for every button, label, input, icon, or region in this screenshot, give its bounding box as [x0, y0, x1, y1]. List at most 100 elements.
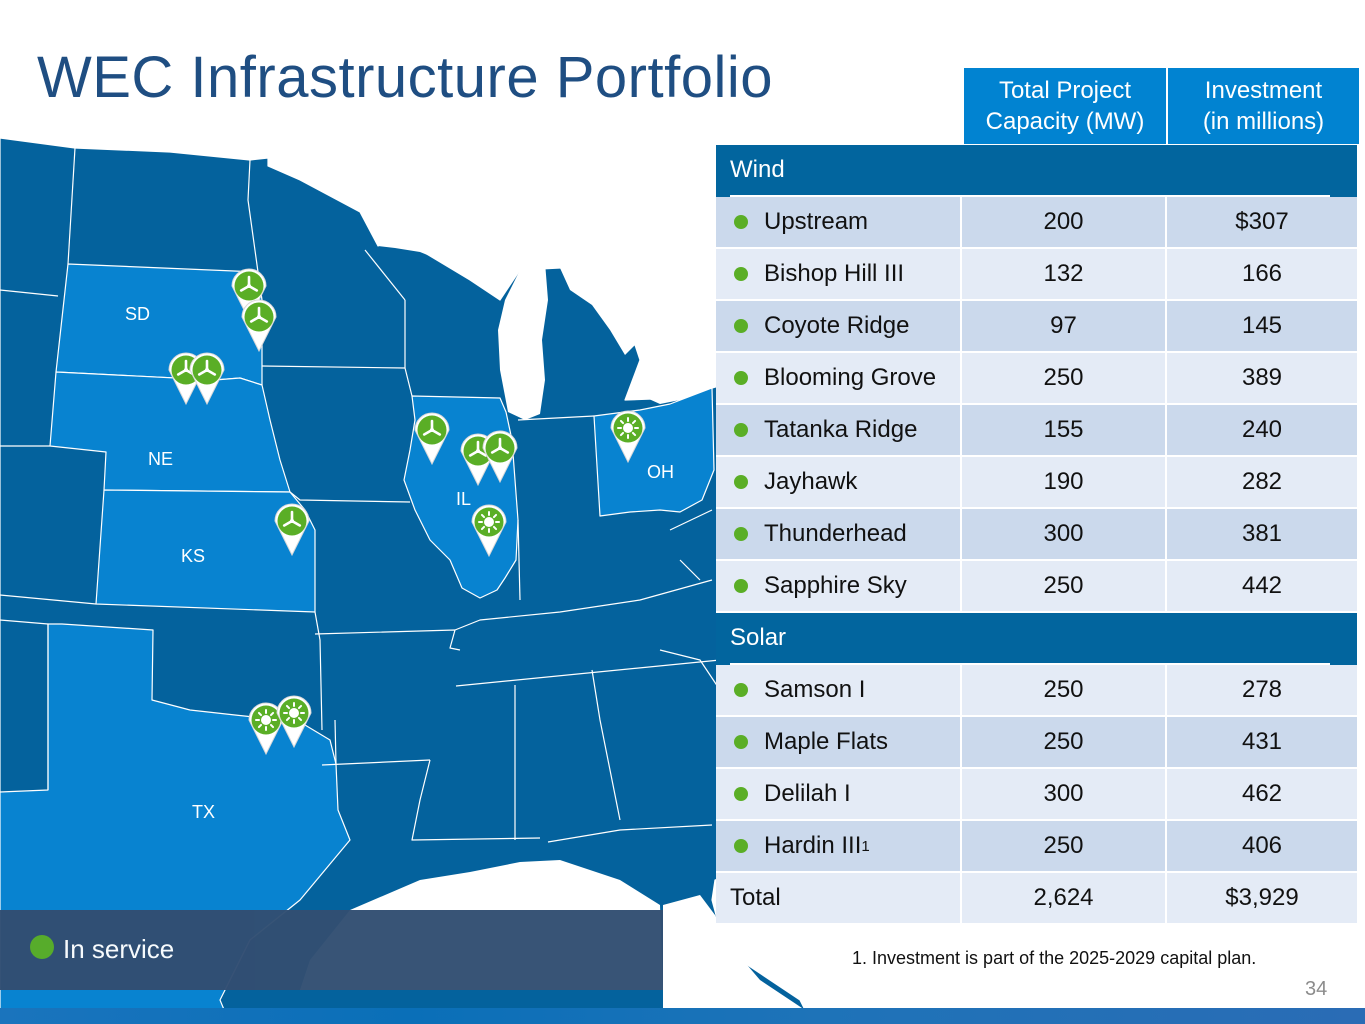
table-total-row: Total 2,624 $3,929: [716, 873, 1357, 925]
investment-cell-text: 278: [1241, 676, 1283, 703]
project-name-cell: Delilah I: [716, 769, 962, 821]
capacity-cell-text: 250: [1043, 676, 1084, 703]
project-name: Hardin III: [764, 832, 862, 859]
investment-cell-text: 442: [1241, 572, 1283, 599]
legend-in-service: In service: [63, 934, 175, 964]
project-name: Blooming Grove: [764, 364, 937, 391]
capacity-cell-text: 250: [1043, 832, 1084, 859]
footnote: 1. Investment is part of the 2025-2029 c…: [852, 948, 1257, 968]
investment-cell-text: 462: [1241, 780, 1283, 807]
investment-cell: 381: [1167, 509, 1357, 561]
project-name-cell: Hardin III 1: [716, 821, 962, 873]
state-label-tx: TX: [192, 802, 216, 822]
investment-cell-text: 431: [1241, 728, 1283, 755]
in-service-dot-icon: [734, 683, 748, 697]
lake-huron: [560, 268, 640, 355]
footnote-marker: 1: [861, 837, 870, 855]
in-service-dot-icon: [734, 735, 748, 749]
table-row: Blooming Grove 250 389: [716, 353, 1357, 405]
in-service-dot-icon: [30, 935, 54, 959]
in-service-dot-icon: [734, 475, 748, 489]
capacity-cell-text: 250: [1043, 364, 1084, 391]
state-ne: [49, 371, 291, 493]
in-service-dot-icon: [734, 371, 748, 385]
project-name: Jayhawk: [764, 468, 858, 495]
project-name-cell: Samson I: [716, 665, 962, 717]
solar-sun-pin-icon: [471, 504, 507, 558]
column-header-investment-line1: Investment: [1204, 77, 1323, 104]
in-service-dot-icon: [734, 839, 748, 853]
project-name: Delilah I: [764, 780, 851, 807]
investment-cell-text: 282: [1241, 468, 1283, 495]
project-name-cell: Bishop Hill III: [716, 249, 962, 301]
solar-sun-pin-icon: [248, 702, 284, 756]
table-row: Bishop Hill III 132 166: [716, 249, 1357, 301]
capacity-cell: 155: [962, 405, 1167, 457]
in-service-dot-icon: [734, 215, 748, 229]
capacity-cell: 200: [962, 197, 1167, 249]
project-name-cell: Tatanka Ridge: [716, 405, 962, 457]
capacity-cell: 300: [962, 769, 1167, 821]
investment-cell: $307: [1167, 197, 1357, 249]
state-label-il: IL: [456, 489, 472, 509]
capacity-cell: 250: [962, 717, 1167, 769]
capacity-cell: 190: [962, 457, 1167, 509]
capacity-cell-text: 132: [1043, 260, 1084, 287]
investment-cell-text: 166: [1241, 260, 1283, 287]
project-name-cell: Blooming Grove: [716, 353, 962, 405]
project-name: Tatanka Ridge: [764, 416, 918, 443]
project-name-cell: Thunderhead: [716, 509, 962, 561]
column-header-capacity-line1: Total Project: [998, 77, 1132, 104]
table-row: Delilah I 300 462: [716, 769, 1357, 821]
table-row: Coyote Ridge 97 145: [716, 301, 1357, 353]
project-name-cell: Maple Flats: [716, 717, 962, 769]
wind-turbine-pin-icon: [414, 412, 450, 466]
table-row: Maple Flats 250 431: [716, 717, 1357, 769]
investment-cell-text: $307: [1235, 208, 1289, 235]
capacity-cell-text: 155: [1043, 416, 1084, 443]
in-service-dot-icon: [734, 579, 748, 593]
project-name-cell: Jayhawk: [716, 457, 962, 509]
table-row: Samson I 250 278: [716, 665, 1357, 717]
capacity-cell-text: 190: [1043, 468, 1084, 495]
project-name-cell: Upstream: [716, 197, 962, 249]
table-row: Hardin III 1 250 406: [716, 821, 1357, 873]
table-row: Upstream 200 $307: [716, 197, 1357, 249]
section-header-wind: Wind: [716, 145, 1357, 197]
investment-cell-text: 389: [1241, 364, 1283, 391]
section-header-wind-label: Wind: [730, 145, 1330, 197]
capacity-cell: 250: [962, 561, 1167, 613]
investment-cell: 278: [1167, 665, 1357, 717]
investment-cell: 462: [1167, 769, 1357, 821]
investment-cell: 406: [1167, 821, 1357, 873]
in-service-dot-icon: [734, 267, 748, 281]
lake-michigan: [498, 262, 548, 420]
investment-cell: 431: [1167, 717, 1357, 769]
table-row: Thunderhead 300 381: [716, 509, 1357, 561]
investment-cell: 240: [1167, 405, 1357, 457]
bottom-accent-strip: [0, 1008, 1365, 1024]
investment-cell-text: 240: [1241, 416, 1283, 443]
total-capacity-cell-text: 2,624: [1033, 884, 1094, 911]
column-header-investment: Investment (in millions): [1166, 68, 1359, 144]
investment-cell-text: 381: [1241, 520, 1283, 547]
project-name: Upstream: [764, 208, 869, 235]
page-title: WEC Infrastructure Portfolio: [37, 45, 773, 110]
state-label-oh: OH: [647, 462, 674, 482]
total-label-cell-text: Total: [730, 884, 781, 911]
lake-superior: [378, 232, 548, 270]
wind-turbine-pin-icon: [241, 299, 277, 353]
capacity-cell: 250: [962, 665, 1167, 717]
state-label-ks: KS: [181, 546, 206, 566]
capacity-cell: 97: [962, 301, 1167, 353]
capacity-cell-text: 300: [1043, 520, 1084, 547]
capacity-cell: 300: [962, 509, 1167, 561]
capacity-cell-text: 97: [1050, 312, 1077, 339]
project-name-cell: Sapphire Sky: [716, 561, 962, 613]
investment-cell: 389: [1167, 353, 1357, 405]
investment-cell-text: 406: [1241, 832, 1283, 859]
table-row: Tatanka Ridge 155 240: [716, 405, 1357, 457]
state-sd: [55, 263, 263, 386]
capacity-cell: 132: [962, 249, 1167, 301]
total-label-cell: Total: [716, 873, 962, 925]
